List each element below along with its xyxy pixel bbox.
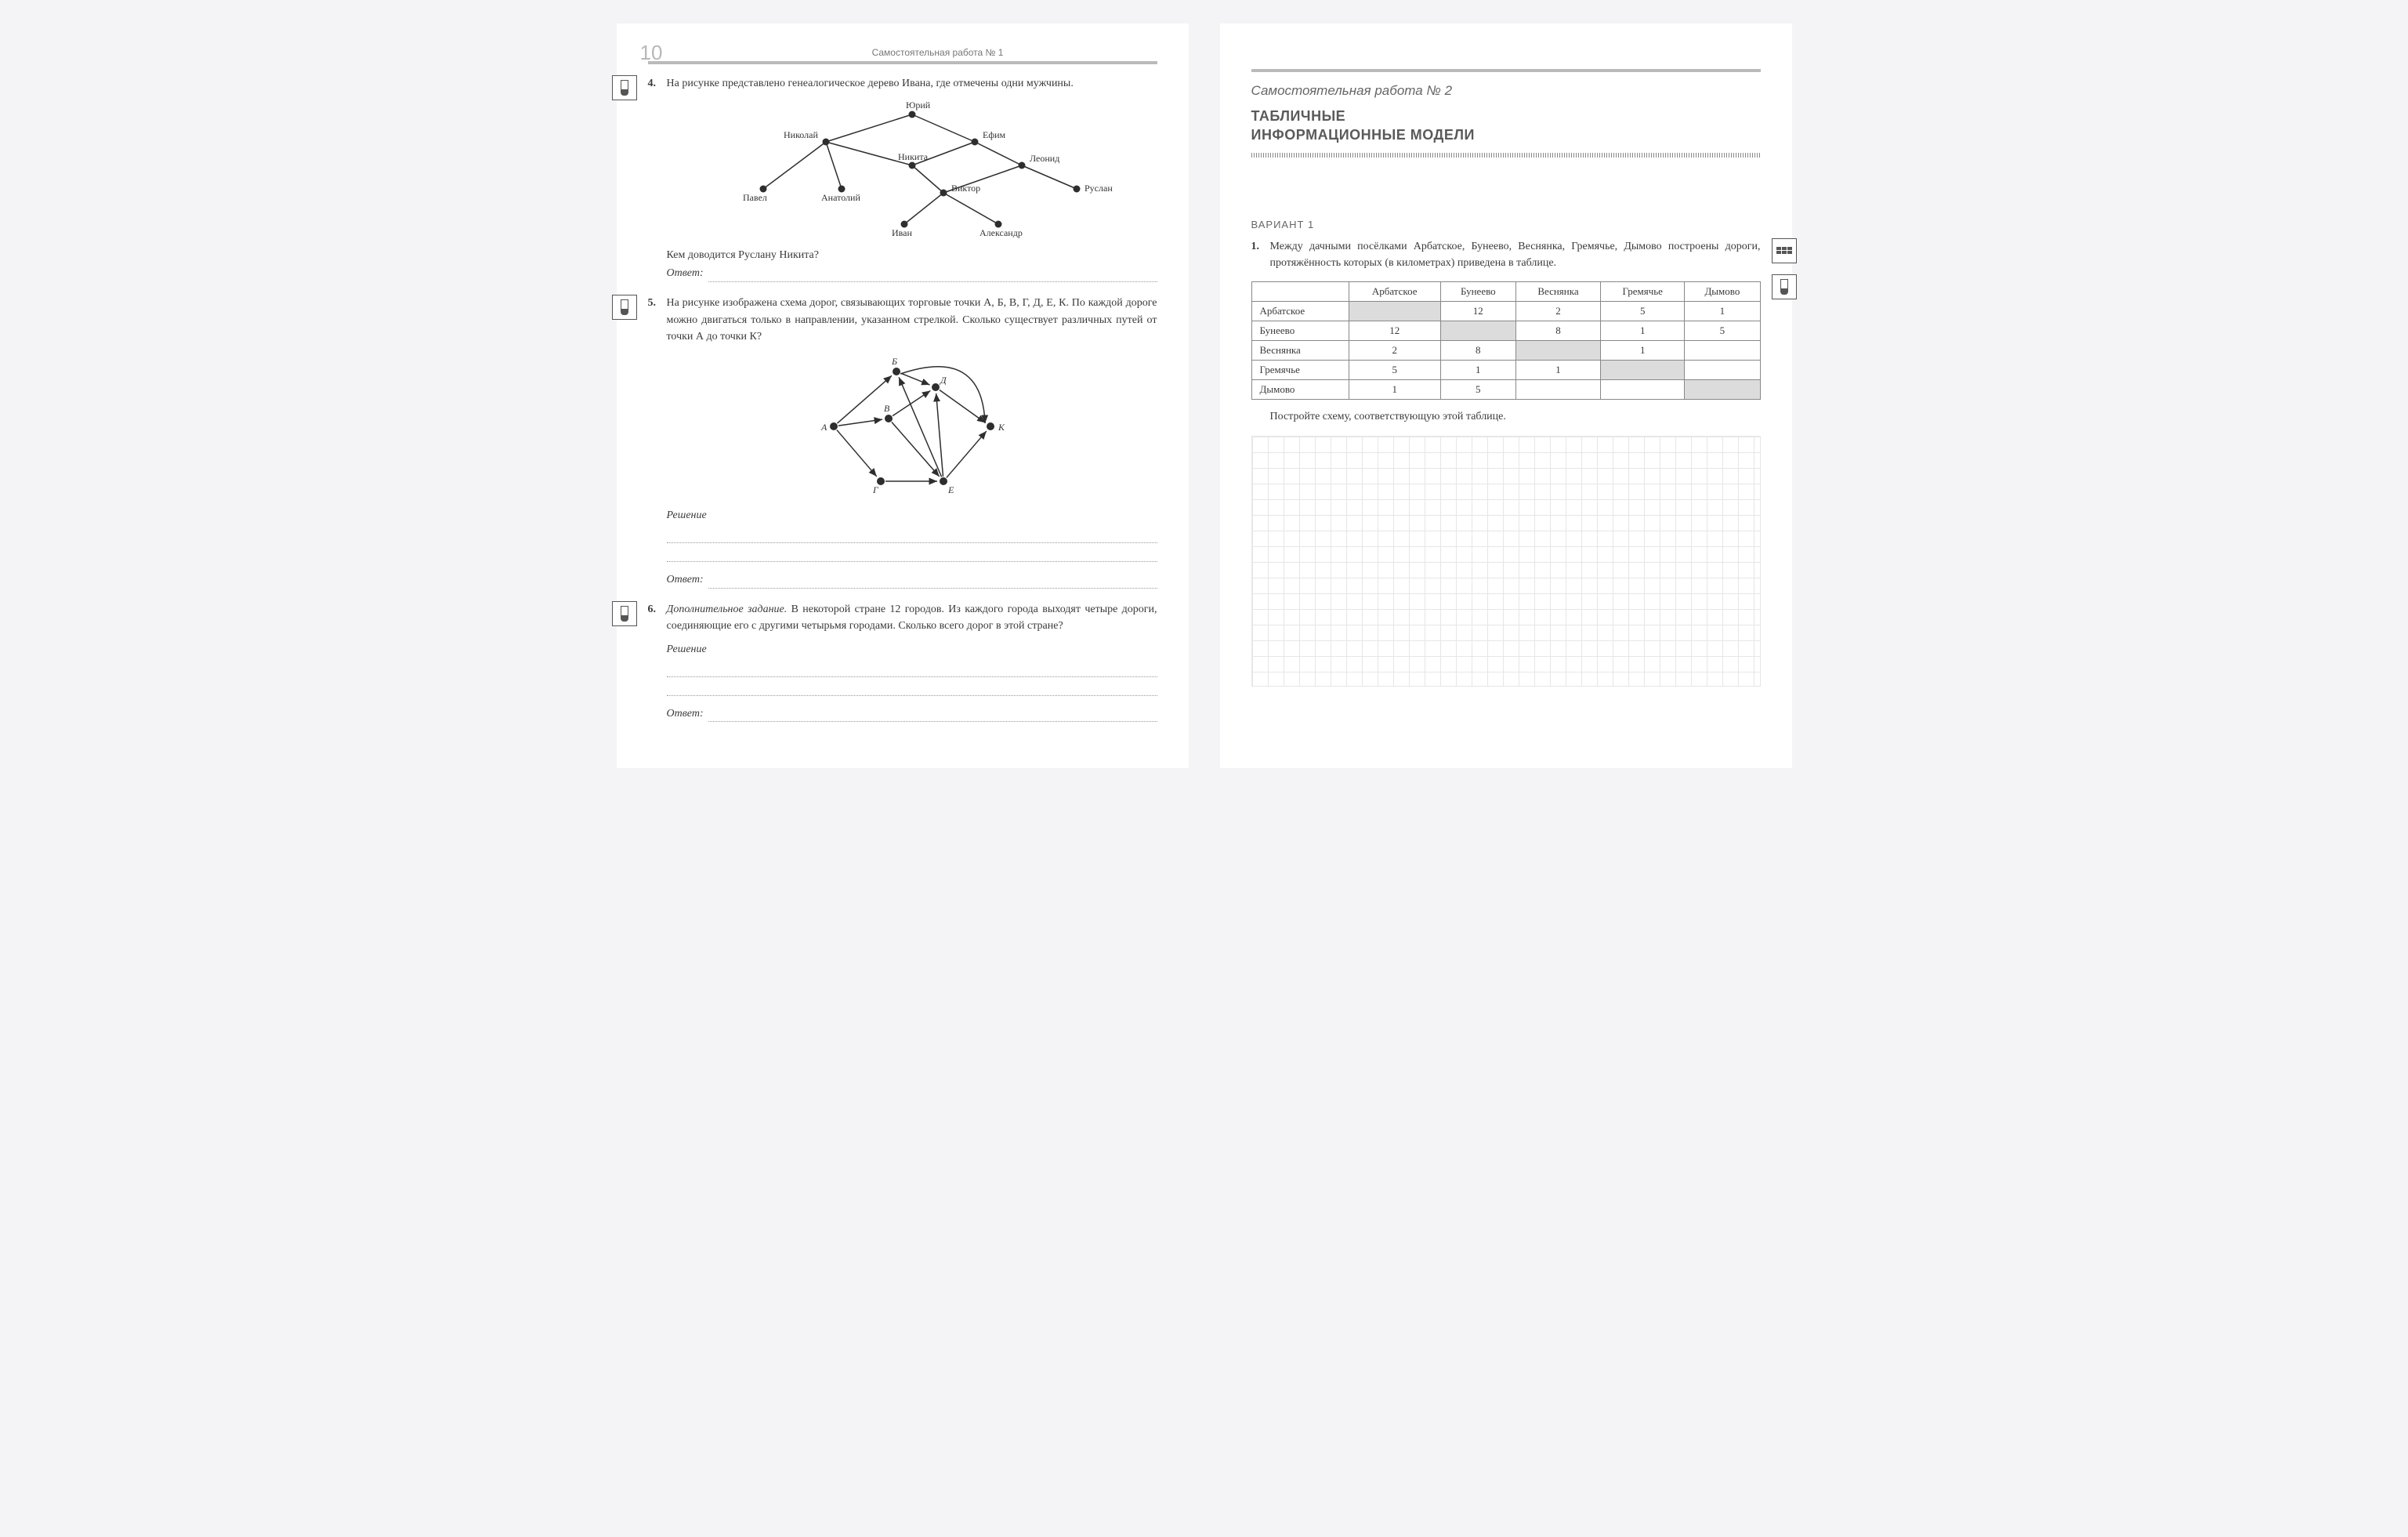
header-rule (648, 61, 1157, 64)
svg-text:К: К (998, 422, 1005, 433)
svg-text:Г: Г (872, 484, 879, 495)
task-number: 5. (648, 295, 667, 588)
family-tree-diagram: Юрий Николай Ефим Павел Анатолий Никита Леонид… (708, 99, 1116, 244)
solution-line[interactable] (667, 682, 1157, 696)
answer-label: Ответ: (667, 265, 704, 282)
svg-text:Юрий: Юрий (906, 100, 931, 111)
svg-text:Леонид: Леонид (1030, 153, 1059, 164)
table-icon (1772, 238, 1797, 263)
svg-text:Николай: Николай (784, 129, 818, 140)
solution-label: Решение (667, 641, 1157, 658)
task-question: Кем доводится Руслану Никита? (667, 247, 1157, 264)
svg-text:Д: Д (940, 375, 947, 386)
svg-text:Александр: Александр (979, 227, 1023, 238)
task-text: На рисунке изображена схема дорог, связы… (667, 295, 1157, 346)
pen-icon (1772, 274, 1797, 299)
task-text: Дополнительное задание. В некоторой стра… (667, 601, 1157, 635)
section-heading: Самостоятельная работа № 2 (1251, 83, 1761, 99)
svg-text:Виктор: Виктор (951, 183, 980, 194)
task-number: 1. (1251, 238, 1270, 274)
post-table-text: Постройте схему, соответствующую этой та… (1251, 411, 1761, 423)
pen-icon (612, 295, 637, 320)
task-4: 4. На рисунке представлено генеалогическ… (648, 75, 1157, 282)
svg-text:Анатолий: Анатолий (821, 192, 860, 203)
solution-line[interactable] (667, 663, 1157, 677)
page-number: 10 (640, 41, 663, 65)
task-6: 6. Дополнительное задание. В некоторой с… (648, 601, 1157, 723)
pen-icon (612, 75, 637, 100)
answer-label: Ответ: (667, 705, 704, 723)
svg-text:Е: Е (947, 484, 954, 495)
task-number: 4. (648, 75, 667, 282)
answer-line[interactable] (708, 575, 1157, 589)
section-title: ТАБЛИЧНЫЕИНФОРМАЦИОННЫЕ МОДЕЛИ (1251, 107, 1761, 145)
svg-text:Б: Б (891, 356, 897, 367)
solution-line[interactable] (667, 529, 1157, 543)
svg-text:Иван: Иван (892, 227, 913, 238)
svg-text:В: В (884, 403, 890, 414)
answer-line[interactable] (708, 708, 1157, 722)
page-right: Самостоятельная работа № 2 ТАБЛИЧНЫЕИНФО… (1220, 24, 1792, 768)
svg-text:Никита: Никита (898, 151, 929, 162)
task-5: 5. На рисунке изображена схема дорог, св… (648, 295, 1157, 588)
distance-table: АрбатскоеБунеевоВеснянкаГремячьеДымовоАр… (1251, 281, 1761, 400)
task-text: Между дачными посёлками Арбатское, Бунее… (1270, 238, 1761, 272)
pen-icon (612, 601, 637, 626)
task-1: 1. Между дачными посёлками Арбатское, Бу… (1251, 238, 1761, 274)
svg-text:Руслан: Руслан (1085, 183, 1113, 194)
solution-label: Решение (667, 507, 1157, 524)
svg-text:А: А (820, 422, 827, 433)
svg-text:Павел: Павел (743, 192, 767, 203)
hatched-rule (1251, 153, 1761, 158)
page-left: 10 Самостоятельная работа № 1 4. На рису… (617, 24, 1189, 768)
header-rule (1251, 69, 1761, 72)
answer-grid[interactable] (1251, 436, 1761, 687)
task-number: 6. (648, 601, 667, 723)
solution-line[interactable] (667, 548, 1157, 562)
road-graph-diagram: А Б В Г Д Е К (795, 352, 1030, 501)
task-text: На рисунке представлено генеалогическое … (667, 75, 1157, 92)
answer-label: Ответ: (667, 571, 704, 589)
answer-line[interactable] (708, 268, 1157, 282)
svg-text:Ефим: Ефим (983, 129, 1006, 140)
running-head: Самостоятельная работа № 1 (648, 47, 1157, 58)
variant-label: ВАРИАНТ 1 (1251, 219, 1761, 230)
